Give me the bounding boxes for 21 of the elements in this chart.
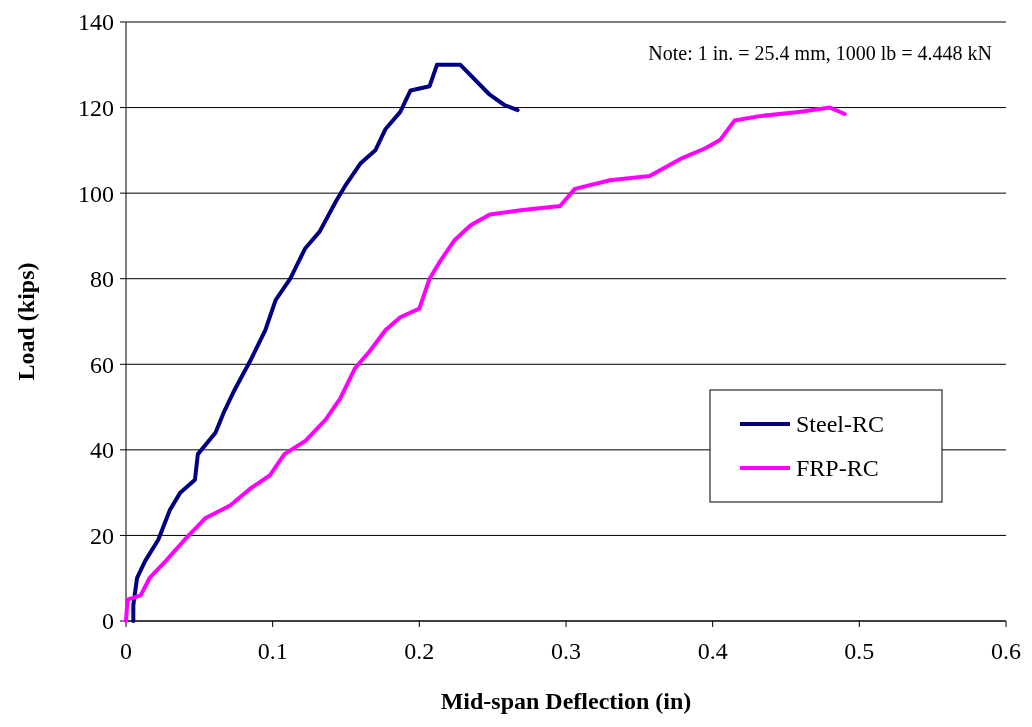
y-tick-label: 0 <box>102 608 114 635</box>
y-tick-label: 140 <box>78 9 114 36</box>
y-axis-title: Load (kips) <box>13 262 39 381</box>
y-tick-label: 40 <box>90 437 114 464</box>
legend-label: FRP-RC <box>796 455 879 482</box>
x-tick-label: 0.3 <box>551 638 581 664</box>
x-tick-label: 0 <box>120 638 132 664</box>
annotation: Note: 1 in. = 25.4 mm, 1000 lb = 4.448 kN <box>648 42 992 64</box>
legend-label: Steel-RC <box>796 411 884 438</box>
y-tick-label: 60 <box>90 351 114 378</box>
x-tick-label: 0.4 <box>697 638 728 664</box>
x-tick-label: 0.6 <box>991 638 1021 664</box>
line-series <box>131 62 520 623</box>
x-tick-label: 0.1 <box>257 638 288 664</box>
x-tick-label: 0.2 <box>404 638 435 664</box>
y-tick-label: 120 <box>78 94 114 121</box>
x-tick-label: 0.5 <box>844 638 875 664</box>
y-tick-label: 20 <box>90 522 114 549</box>
y-tick-label: 100 <box>78 180 114 207</box>
y-tick-label: 80 <box>90 266 114 293</box>
x-axis-title: Mid-span Deflection (in) <box>440 688 692 714</box>
